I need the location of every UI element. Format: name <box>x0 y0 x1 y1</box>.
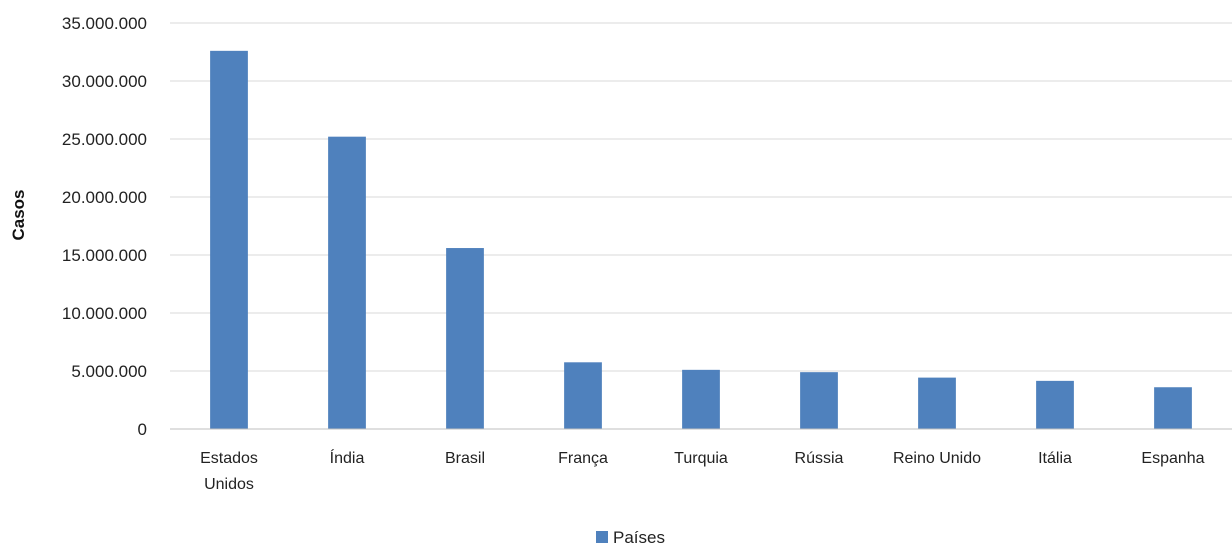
legend-swatch <box>596 531 608 543</box>
x-tick-label: Estados Unidos <box>200 450 258 493</box>
bar-índia <box>328 136 366 429</box>
y-axis-tick-labels: 0 5.000.000 10.000.000 15.000.000 20.000.000… <box>62 14 147 439</box>
bar-rússia <box>800 372 838 429</box>
bar-espanha <box>1154 387 1192 429</box>
y-tick-label: 35.000.000 <box>62 14 147 33</box>
x-tick-label: Espanha <box>1141 450 1204 467</box>
y-tick-label: 10.000.000 <box>62 304 147 323</box>
x-tick-label: Brasil <box>445 450 485 467</box>
x-axis-tick-labels: Estados Unidos Índia Brasil França Turquia Rús… <box>200 448 1205 493</box>
x-tick-label: Reino Unido <box>893 450 981 467</box>
x-tick-label: Itália <box>1038 450 1072 467</box>
legend-label: Países <box>613 528 665 547</box>
bar-turquia <box>682 369 720 429</box>
bar-brasil <box>446 248 484 429</box>
legend: Países <box>596 528 665 547</box>
bars <box>210 50 1192 430</box>
bar-itália <box>1036 380 1074 429</box>
x-tick-label: Índia <box>330 448 365 467</box>
bar-reino-unido <box>918 377 956 429</box>
y-tick-label: 20.000.000 <box>62 188 147 207</box>
y-axis-label: Casos <box>9 189 28 240</box>
y-tick-label: 15.000.000 <box>62 246 147 265</box>
x-tick-label: França <box>558 450 608 467</box>
y-tick-label: 0 <box>138 420 147 439</box>
bar-estados-unidos <box>210 50 248 430</box>
y-tick-label: 25.000.000 <box>62 130 147 149</box>
bar-frança <box>564 362 602 429</box>
x-tick-label: Rússia <box>795 450 844 467</box>
x-tick-label: Turquia <box>674 450 728 467</box>
y-tick-label: 30.000.000 <box>62 72 147 91</box>
y-tick-label: 5.000.000 <box>71 362 147 381</box>
